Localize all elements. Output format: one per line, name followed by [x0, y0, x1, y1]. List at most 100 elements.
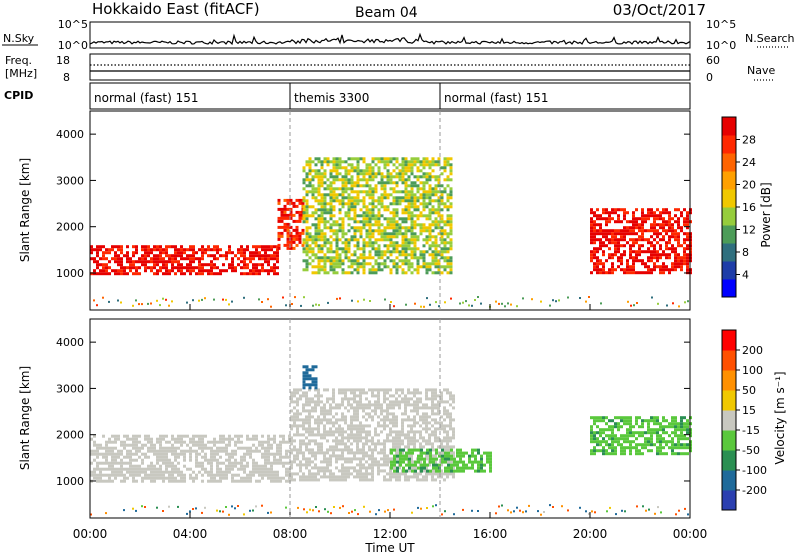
- heatmap-cell: [395, 181, 399, 185]
- heatmap-cell: [213, 437, 216, 441]
- heatmap-cell: [365, 241, 369, 245]
- heatmap-cell: [374, 394, 377, 398]
- heatmap-cell: [668, 440, 671, 444]
- colorbar-tick-label: 28: [742, 134, 756, 147]
- heatmap-cell: [305, 193, 309, 197]
- heatmap-cell: [371, 196, 375, 200]
- heatmap-cell: [395, 472, 398, 476]
- heatmap-cell: [408, 448, 411, 452]
- heatmap-cell: [413, 244, 417, 248]
- heatmap-cell: [243, 464, 246, 468]
- heatmap-cell: [273, 254, 276, 258]
- heatmap-cell: [428, 247, 432, 251]
- plot-title: Hokkaido East (fitACF): [92, 0, 260, 18]
- heatmap-cell: [192, 260, 195, 264]
- heatmap-cell: [126, 449, 129, 453]
- heatmap-cell: [434, 247, 438, 251]
- heatmap-cell: [416, 472, 419, 476]
- heatmap-cell: [498, 302, 500, 305]
- heatmap-cell: [393, 457, 396, 461]
- heatmap-cell: [446, 163, 450, 167]
- heatmap-cell: [468, 460, 471, 464]
- heatmap-cell: [171, 473, 174, 477]
- heatmap-cell: [323, 466, 326, 470]
- heatmap-cell: [434, 454, 437, 458]
- heatmap-cell: [674, 452, 677, 456]
- heatmap-cell: [302, 454, 305, 458]
- heatmap-cell: [651, 296, 653, 299]
- heatmap-cell: [416, 199, 420, 203]
- heatmap-cell: [289, 246, 293, 250]
- heatmap-cell: [638, 223, 641, 227]
- heatmap-cell: [483, 463, 486, 467]
- heatmap-cell: [356, 157, 360, 161]
- heatmap-cell: [286, 246, 290, 250]
- heatmap-cell: [434, 403, 437, 407]
- heatmap-cell: [419, 181, 423, 185]
- heatmap-cell: [153, 263, 156, 267]
- heatmap-cell: [249, 260, 252, 264]
- heatmap-cell: [162, 479, 165, 483]
- heatmap-cell: [192, 245, 195, 249]
- heatmap-cell: [356, 241, 360, 245]
- heatmap-cell: [480, 460, 483, 464]
- heatmap-cell: [683, 428, 686, 432]
- heatmap-cell: [347, 229, 351, 233]
- heatmap-cell: [443, 268, 447, 272]
- heatmap-cell: [453, 460, 456, 464]
- heatmap-cell: [341, 193, 345, 197]
- heatmap-cell: [449, 418, 452, 422]
- heatmap-cell: [422, 190, 426, 194]
- heatmap-cell: [435, 451, 438, 455]
- heatmap-cell: [410, 253, 414, 257]
- heatmap-cell: [353, 424, 356, 428]
- heatmap-cell: [450, 297, 452, 300]
- heatmap-cell: [452, 445, 455, 449]
- heatmap-cell: [114, 272, 117, 276]
- heatmap-cell: [270, 467, 273, 471]
- heatmap-cell: [258, 269, 261, 273]
- heatmap-cell: [632, 241, 635, 245]
- heatmap-cell: [204, 458, 207, 462]
- heatmap-cell: [302, 394, 305, 398]
- heatmap-cell: [368, 457, 371, 461]
- heatmap-cell: [638, 452, 641, 456]
- heatmap-cell: [132, 272, 135, 276]
- heatmap-cell: [126, 254, 129, 258]
- heatmap-cell: [641, 259, 644, 263]
- heatmap-cell: [362, 226, 366, 230]
- heatmap-cell: [623, 446, 626, 450]
- heatmap-cell: [308, 397, 311, 401]
- heatmap-cell: [326, 475, 329, 479]
- heatmap-cell: [335, 196, 339, 200]
- heatmap-cell: [401, 166, 405, 170]
- heatmap-cell: [207, 263, 210, 267]
- heatmap-cell: [602, 229, 605, 233]
- heatmap-cell: [596, 440, 599, 444]
- heatmap-cell: [219, 473, 222, 477]
- heatmap-cell: [105, 473, 108, 477]
- heatmap-cell: [404, 412, 407, 416]
- heatmap-cell: [138, 464, 141, 468]
- heatmap-cell: [246, 479, 249, 483]
- heatmap-cell: [404, 196, 408, 200]
- heatmap-cell: [590, 259, 593, 263]
- heatmap-cell: [356, 409, 359, 413]
- heatmap-cell: [237, 505, 239, 507]
- heatmap-cell: [368, 223, 372, 227]
- heatmap-cell: [353, 205, 357, 209]
- heatmap-cell: [243, 458, 246, 462]
- heatmap-cell: [408, 466, 411, 470]
- heatmap-cell: [189, 455, 192, 459]
- heatmap-cell: [440, 229, 444, 233]
- heatmap-cell: [380, 157, 384, 161]
- heatmap-cell: [377, 202, 381, 206]
- heatmap-cell: [410, 211, 414, 215]
- heatmap-cell: [383, 205, 387, 209]
- heatmap-cell: [347, 439, 350, 443]
- heatmap-cell: [393, 448, 396, 452]
- heatmap-cell: [443, 265, 447, 269]
- heatmap-cell: [353, 166, 357, 170]
- heatmap-cell: [362, 211, 366, 215]
- heatmap-cell: [105, 269, 108, 273]
